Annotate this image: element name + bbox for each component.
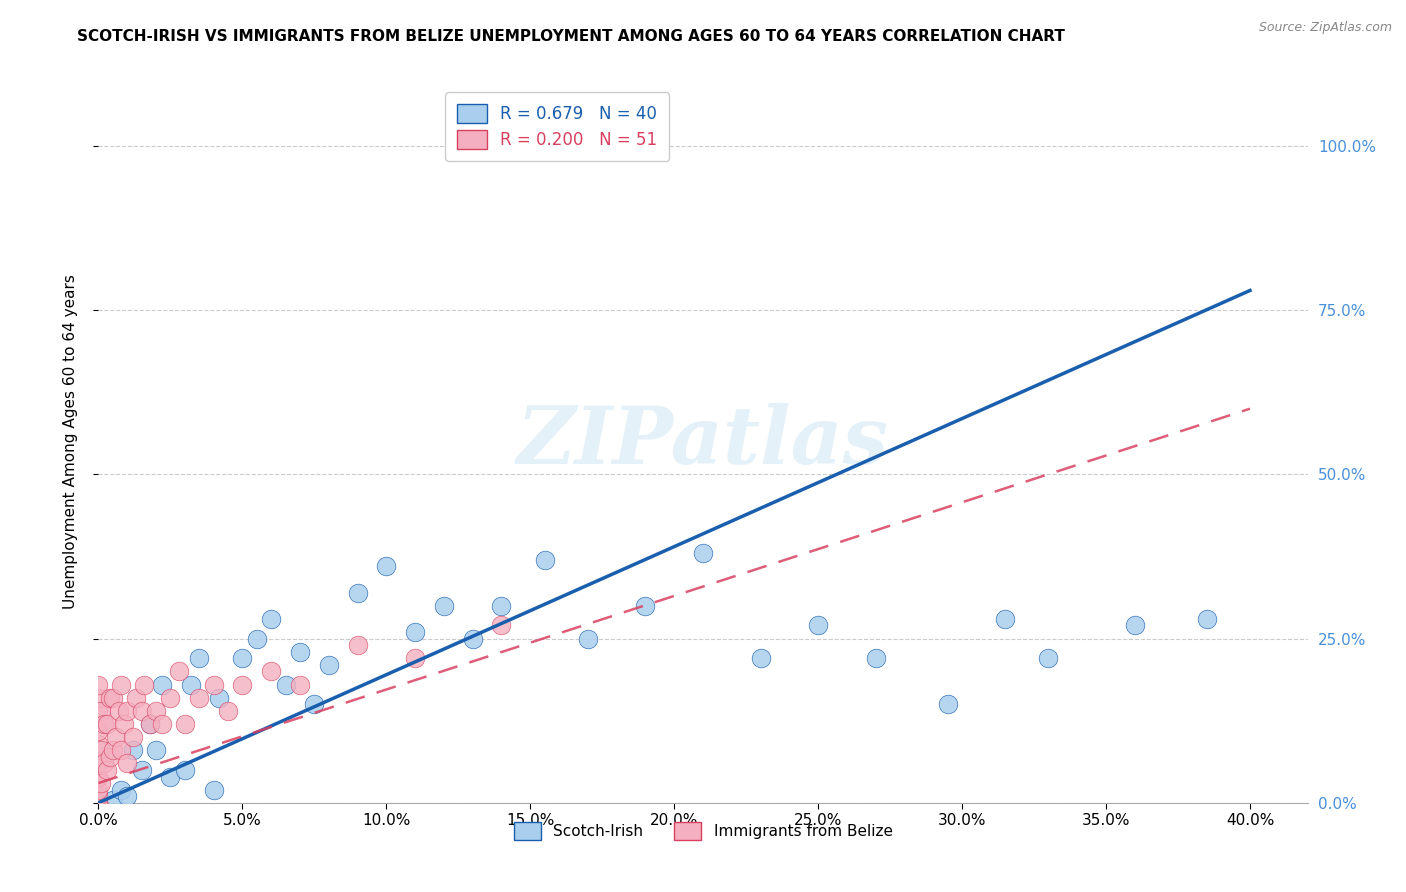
Point (231, 651, 253, 665)
Point (202, 782, 225, 797)
Point (87, 690, 110, 705)
Point (145, 704, 167, 718)
Text: ZIPatlas: ZIPatlas (517, 403, 889, 480)
Point (188, 690, 211, 705)
Point (260, 612, 283, 626)
Point (98, 749, 121, 764)
Point (87, 770, 110, 784)
Point (87, 704, 110, 718)
Point (125, 690, 148, 705)
Point (217, 704, 239, 718)
Point (87, 796, 110, 810)
Point (692, 546, 714, 560)
Point (107, 704, 129, 718)
Point (202, 677, 225, 691)
Point (87, 737, 110, 751)
Point (150, 677, 173, 691)
Point (87, 677, 110, 691)
Point (139, 717, 162, 731)
Point (101, 792, 124, 806)
Point (122, 730, 145, 744)
Point (318, 657, 340, 672)
Point (159, 770, 181, 784)
Point (231, 677, 253, 691)
Point (865, 651, 887, 665)
Point (576, 632, 599, 646)
Point (134, 677, 156, 691)
Point (180, 677, 202, 691)
Legend: Scotch-Irish, Immigrants from Belize: Scotch-Irish, Immigrants from Belize (508, 816, 898, 846)
Text: Source: ZipAtlas.com: Source: ZipAtlas.com (1258, 21, 1392, 34)
Point (634, 599, 657, 613)
Point (87, 796, 110, 810)
Point (131, 704, 153, 718)
Point (288, 645, 311, 659)
Point (90, 776, 112, 790)
Point (288, 677, 311, 691)
Point (404, 651, 426, 665)
Point (375, 559, 398, 574)
Text: SCOTCH-IRISH VS IMMIGRANTS FROM BELIZE UNEMPLOYMENT AMONG AGES 60 TO 64 YEARS CO: SCOTCH-IRISH VS IMMIGRANTS FROM BELIZE U… (77, 29, 1066, 45)
Point (104, 730, 127, 744)
Point (87, 756, 110, 771)
Point (115, 756, 138, 771)
Point (188, 651, 211, 665)
Point (115, 789, 138, 804)
Point (112, 717, 135, 731)
Point (96, 717, 118, 731)
Point (101, 690, 124, 705)
Point (1123, 618, 1146, 632)
Point (167, 665, 190, 679)
Point (110, 677, 132, 691)
Point (1195, 612, 1218, 626)
Point (433, 599, 456, 613)
Point (90, 704, 112, 718)
Point (404, 625, 426, 640)
Point (749, 651, 772, 665)
Point (101, 743, 124, 757)
Point (87, 796, 110, 810)
Point (994, 612, 1017, 626)
Point (1038, 651, 1060, 665)
Point (87, 789, 110, 804)
Point (346, 638, 368, 652)
Point (90, 743, 112, 757)
Point (936, 698, 959, 712)
Point (173, 717, 195, 731)
Point (260, 665, 283, 679)
Point (98, 690, 121, 705)
Point (87, 789, 110, 804)
Point (93, 756, 115, 771)
Point (274, 677, 297, 691)
Point (346, 585, 368, 599)
Point (533, 553, 555, 567)
Point (122, 743, 145, 757)
Point (87, 796, 110, 810)
Point (173, 763, 195, 777)
Point (87, 723, 110, 738)
Point (87, 796, 110, 810)
Point (93, 717, 115, 731)
Point (115, 704, 138, 718)
Point (87, 782, 110, 797)
Point (145, 743, 167, 757)
Point (150, 717, 173, 731)
Y-axis label: Unemployment Among Ages 60 to 64 years: Unemployment Among Ages 60 to 64 years (63, 274, 77, 609)
Point (110, 743, 132, 757)
Point (246, 632, 269, 646)
Point (96, 763, 118, 777)
Point (461, 632, 484, 646)
Point (304, 698, 326, 712)
Point (807, 618, 830, 632)
Point (139, 717, 162, 731)
Point (208, 690, 231, 705)
Point (159, 690, 181, 705)
Point (110, 782, 132, 797)
Point (491, 599, 513, 613)
Point (491, 618, 513, 632)
Point (131, 763, 153, 777)
